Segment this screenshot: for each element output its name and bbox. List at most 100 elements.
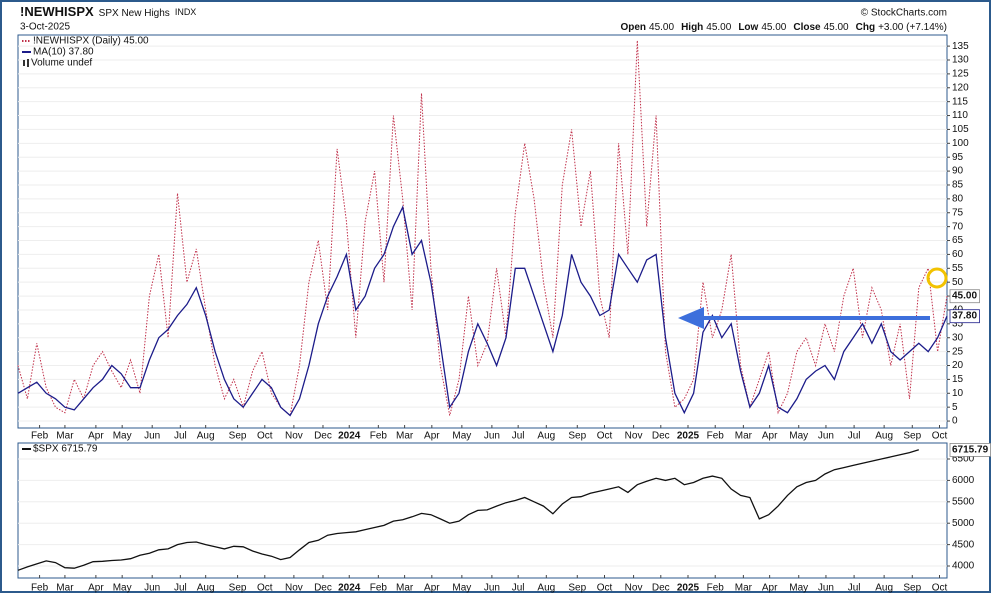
x-tick-label: Apr <box>88 583 104 593</box>
arrow-head <box>678 307 704 329</box>
y-tick-label: 50 <box>952 277 964 288</box>
legend-label: MA(10) 37.80 <box>33 47 94 58</box>
y-tick-label: 65 <box>952 235 964 246</box>
marks <box>17 40 948 571</box>
series-line <box>17 205 948 417</box>
quote-value: 45.00 <box>824 22 849 33</box>
quote-value: 45.00 <box>706 22 731 33</box>
y-tick-label: 6500 <box>952 454 975 465</box>
quote-label: Close <box>793 22 821 33</box>
y-tick-label: 10 <box>952 388 964 399</box>
quote-label: Open <box>620 22 646 33</box>
x-tick-label: Oct <box>597 431 613 442</box>
y-tick-label: 100 <box>952 138 969 149</box>
x-tick-label: May <box>452 431 471 442</box>
x-tick-label: Jun <box>144 431 160 442</box>
x-tick-label: Nov <box>285 583 303 593</box>
x-tick-label: Mar <box>56 431 74 442</box>
header-title: !NEWHISPX SPX New Highs INDX <box>20 4 196 19</box>
x-tick-label: Jun <box>484 583 500 593</box>
y-tick-label: 130 <box>952 55 969 66</box>
panel-frame <box>17 34 948 429</box>
x-tick-label: 2025 <box>677 583 700 593</box>
symbol: !NEWHISPX <box>20 4 94 19</box>
x-tick-label: Oct <box>597 583 613 593</box>
quote-label: High <box>681 22 703 33</box>
annotations <box>678 267 948 329</box>
legend-label: Volume undef <box>31 58 92 69</box>
y-tick-label: 20 <box>952 360 964 371</box>
x-tick-label: Sep <box>229 431 247 442</box>
x-tick-label: Nov <box>625 431 643 442</box>
x-tick-label: May <box>789 431 808 442</box>
x-tick-label: May <box>113 583 132 593</box>
y-tick-label: 6000 <box>952 475 975 486</box>
x-tick-label: Jul <box>174 583 187 593</box>
x-tick-label: Feb <box>370 431 388 442</box>
x-tick-label: Mar <box>735 431 753 442</box>
y-tick-label: 0 <box>952 416 958 427</box>
y-tick-label: 4500 <box>952 539 975 550</box>
x-tick-label: Sep <box>568 583 586 593</box>
x-tick-label: Dec <box>652 431 670 442</box>
x-tick-label: Dec <box>652 583 670 593</box>
header-date: 3-Oct-2025 <box>20 22 70 33</box>
x-tick-label: Aug <box>875 583 893 593</box>
x-tick-label: Mar <box>56 583 74 593</box>
y-tick-label: 80 <box>952 194 964 205</box>
legend-swatch <box>23 60 25 66</box>
y-tick-label: 120 <box>952 82 969 93</box>
y-tick-label: 125 <box>952 69 969 80</box>
quote: Open 45.00 High 45.00 Low 45.00 Close 45.00 Chg +… <box>620 22 947 33</box>
x-tick-label: Nov <box>285 431 303 442</box>
x-tick-label: Feb <box>31 583 49 593</box>
y-tick-label: 5000 <box>952 518 975 529</box>
x-tick-label: Sep <box>229 583 247 593</box>
x-tick-label: Oct <box>932 431 948 442</box>
x-tick-label: Jul <box>848 583 861 593</box>
x-tick-label: Oct <box>932 583 948 593</box>
x-tick-label: Mar <box>396 431 414 442</box>
series-line <box>17 40 948 417</box>
x-tick-label: Dec <box>314 583 332 593</box>
x-tick-label: 2025 <box>677 431 700 442</box>
x-tick-label: Apr <box>424 583 440 593</box>
last-value-label: 37.80 <box>952 311 977 322</box>
x-tick-label: Apr <box>762 431 778 442</box>
x-tick-label: Feb <box>707 431 725 442</box>
legend-label: !NEWHISPX (Daily) 45.00 <box>33 36 149 47</box>
x-tick-label: May <box>789 583 808 593</box>
y-tick-label: 95 <box>952 152 964 163</box>
y-tick-label: 115 <box>952 96 968 107</box>
x-tick-label: Mar <box>735 583 753 593</box>
highlight-circle <box>926 267 948 289</box>
y-tick-label: 35 <box>952 318 964 329</box>
x-tick-label: Jul <box>512 431 525 442</box>
quote-label: Chg <box>856 22 875 33</box>
y-tick-label: 75 <box>952 207 964 218</box>
x-tick-label: Jun <box>484 431 500 442</box>
quote-value: 45.00 <box>761 22 786 33</box>
y-tick-label: 55 <box>952 263 964 274</box>
y-tick-label: 70 <box>952 221 964 232</box>
quote-value: 45.00 <box>649 22 674 33</box>
y-tick-label: 85 <box>952 180 964 191</box>
x-tick-label: Aug <box>197 583 215 593</box>
x-tick-label: Apr <box>762 583 778 593</box>
legend-label: $SPX 6715.79 <box>33 444 98 455</box>
x-tick-label: Mar <box>396 583 414 593</box>
x-tick-label: Aug <box>875 431 893 442</box>
x-tick-label: Oct <box>257 431 273 442</box>
y-tick-label: 105 <box>952 124 969 135</box>
x-tick-label: May <box>113 431 132 442</box>
y-tick-label: 4000 <box>952 561 975 572</box>
x-tick-label: Jul <box>174 431 187 442</box>
x-tick-label: 2024 <box>338 583 361 593</box>
x-tick-label: Jun <box>818 431 834 442</box>
y-tick-label: 60 <box>952 249 964 260</box>
x-tick-label: 2024 <box>338 431 361 442</box>
last-value-box <box>949 289 980 304</box>
grid <box>18 45 950 578</box>
legend-swatch <box>27 59 29 67</box>
